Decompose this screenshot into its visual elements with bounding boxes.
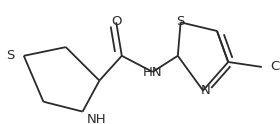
Text: NH: NH: [87, 113, 106, 124]
Text: S: S: [6, 49, 15, 62]
Text: N: N: [201, 84, 211, 97]
Text: HN: HN: [143, 66, 162, 79]
Text: S: S: [176, 15, 185, 28]
Text: O: O: [111, 15, 122, 28]
Text: CH₃: CH₃: [270, 61, 280, 73]
